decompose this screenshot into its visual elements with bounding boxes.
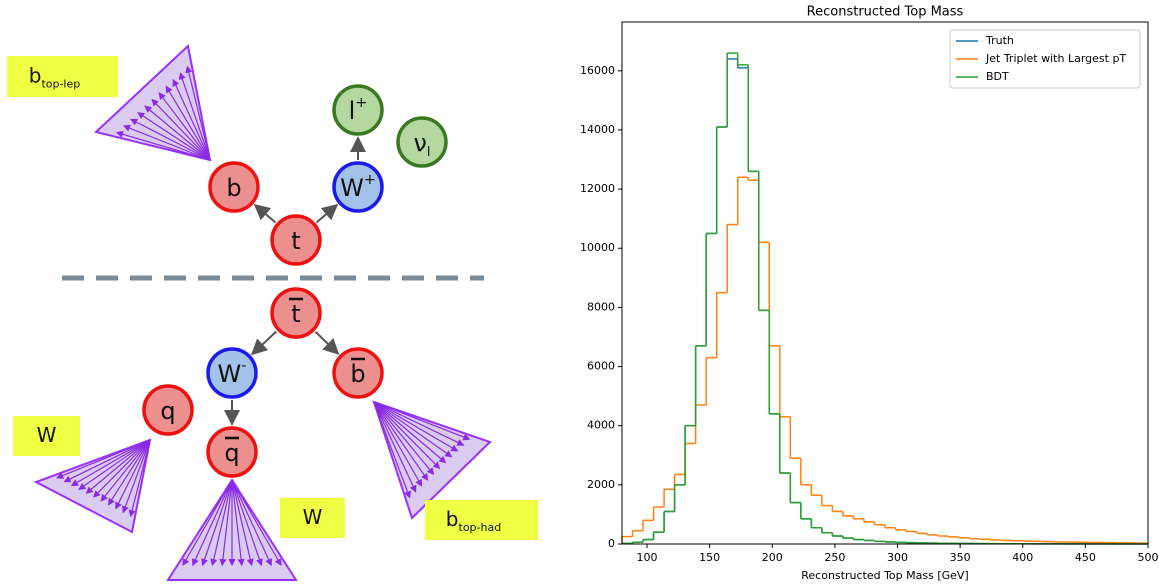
particle-label-main: t — [291, 227, 300, 255]
x-tick-label: 400 — [1012, 551, 1033, 564]
decay-arrow — [255, 205, 275, 222]
particle-label: t — [291, 300, 300, 328]
tag-label-main: b — [446, 507, 459, 531]
particle-label-main: b — [226, 174, 241, 202]
y-tick-label: 16000 — [580, 64, 615, 77]
particle-label-main: b — [350, 360, 365, 388]
tag-label-sub: top-had — [459, 521, 502, 534]
tag-label-main: b — [29, 63, 42, 87]
decay-arrow — [252, 331, 276, 353]
particle-label: b — [226, 174, 241, 202]
y-tick-label: 12000 — [580, 182, 615, 195]
x-axis-label: Reconstructed Top Mass [GeV] — [801, 569, 968, 582]
x-tick-label: 250 — [824, 551, 845, 564]
series — [622, 59, 1148, 544]
x-tick-label: 200 — [762, 551, 783, 564]
particle-label: q — [160, 397, 175, 425]
decay-arrow — [315, 332, 337, 354]
particle-label-main: q — [160, 397, 175, 425]
y-tick-label: 14000 — [580, 123, 615, 136]
particle-label-sub: l — [427, 145, 431, 160]
x-tick-label: 450 — [1075, 551, 1096, 564]
particle-label-main: ν — [413, 129, 426, 157]
x-tick-label: 100 — [637, 551, 658, 564]
tag-label-main: W — [37, 423, 57, 447]
particle-label-main: q — [224, 439, 239, 467]
particle-label-main: W — [218, 360, 242, 388]
chart: Reconstructed Top Mass Reconstructed Top… — [580, 5, 1159, 583]
y-tick-label: 2000 — [587, 478, 615, 491]
decay-arrow — [317, 205, 337, 222]
particle-label-sup: + — [355, 95, 367, 111]
y-tick-label: 6000 — [587, 360, 615, 373]
tag-label: W — [303, 505, 323, 529]
particle-label: t — [291, 227, 300, 255]
tag-box — [7, 56, 118, 97]
x-tick-label: 150 — [699, 551, 720, 564]
x-tick-label: 500 — [1138, 551, 1159, 564]
particle-label-main: W — [340, 174, 364, 202]
y-tick-label: 8000 — [587, 300, 615, 313]
legend-label: BDT — [986, 70, 1009, 83]
y-tick-label: 10000 — [580, 241, 615, 254]
series — [622, 53, 1148, 544]
plot-frame — [622, 22, 1148, 544]
x-tick-label: 350 — [950, 551, 971, 564]
legend-label: Truth — [985, 34, 1014, 47]
y-tick-label: 4000 — [587, 419, 615, 432]
particle-label-main: t — [291, 300, 300, 328]
tag-label-main: W — [303, 505, 323, 529]
page: tbW+l+νltW-bqqbtop-lepWWbtop-had Reconst… — [0, 0, 1159, 585]
chart-title: Reconstructed Top Mass — [807, 5, 964, 20]
particle-label-sup: + — [364, 172, 376, 188]
tag-box — [425, 500, 538, 540]
particle-label: q — [224, 439, 239, 467]
particle-label: b — [350, 360, 365, 388]
x-tick-label: 300 — [887, 551, 908, 564]
particle-label-main: l — [349, 97, 356, 125]
tag-label: W — [37, 423, 57, 447]
legend-label: Jet Triplet with Largest pT — [985, 52, 1126, 65]
series — [622, 177, 1148, 544]
tag-label-sub: top-lep — [41, 78, 80, 91]
y-tick-label: 0 — [608, 537, 615, 550]
diagram: tbW+l+νltW-bqqbtop-lepWWbtop-had — [7, 46, 538, 580]
particle-label-sup: - — [241, 358, 246, 374]
